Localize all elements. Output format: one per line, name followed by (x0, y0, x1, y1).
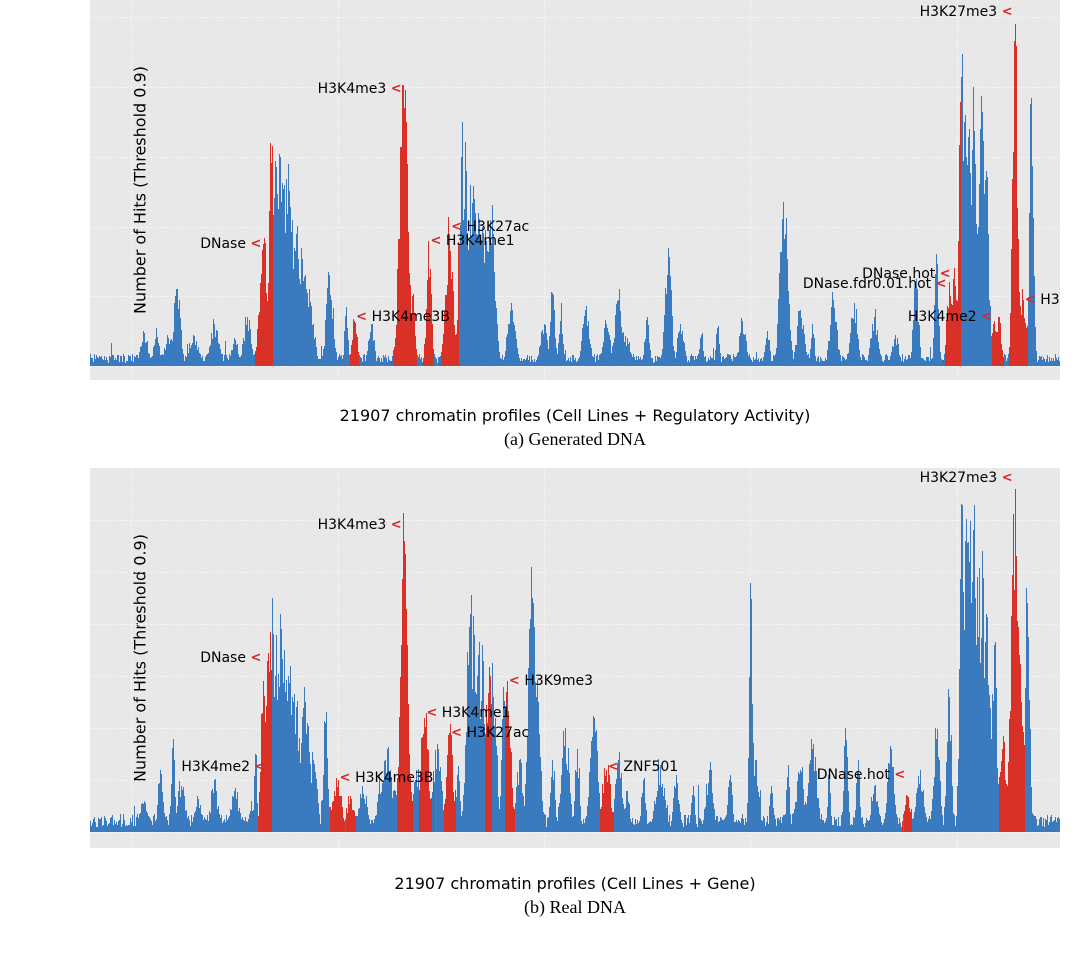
gridline-h (90, 624, 1060, 626)
annotation: < H3K9me3 (509, 673, 593, 689)
xlabel-b: 21907 chromatin profiles (Cell Lines + G… (90, 874, 1060, 893)
annotation-label: H3K4me3B (372, 309, 450, 325)
figure: Number of Hits (Threshold 0.9) 050001000… (0, 0, 1080, 918)
xlabel-a: 21907 chromatin profiles (Cell Lines + R… (90, 406, 1060, 425)
annotation-label: H3K4me3 (318, 81, 387, 97)
gridline-h (90, 366, 1060, 368)
annotation-label: H3K4me2 (908, 309, 977, 325)
caret-icon: < (890, 768, 905, 783)
caret-icon: < (246, 651, 261, 666)
caret-icon: < (997, 471, 1012, 486)
annotation-label: DNase (200, 236, 246, 252)
gridline-h (90, 832, 1060, 834)
gridline-v (544, 468, 546, 848)
annotation-label: DNase.fdr0.01.hot (803, 276, 931, 292)
caret-icon: < (931, 277, 946, 292)
annotation: < H3K4me1 (426, 705, 510, 721)
annotation: < H3K4me1 (430, 233, 514, 249)
annotation: < ZNF501 (608, 759, 678, 775)
bar (1059, 819, 1060, 833)
caret-icon: < (246, 237, 261, 252)
gridline-v (131, 468, 133, 848)
gridline-v (544, 0, 546, 380)
annotation: DNase.hot < (817, 767, 906, 783)
gridline-h (90, 17, 1060, 19)
gridline-h (90, 520, 1060, 522)
gridline-h (90, 728, 1060, 730)
annotation: H3K4me3 < (318, 81, 402, 97)
gridline-h (90, 87, 1060, 89)
annotation: H3K27me3 < (920, 4, 1013, 20)
panel-b: Number of Hits (Threshold 0.9) 050001000… (0, 468, 1080, 918)
annotation-label: DNase (200, 650, 246, 666)
annotation-label: H3K4me3 (318, 517, 387, 533)
annotation: DNase < (200, 650, 261, 666)
annotation-label: H3K4me3B (355, 770, 433, 786)
annotation: H3K4me2 < (908, 309, 992, 325)
annotation: H3K4me3 < (318, 517, 402, 533)
caret-icon: < (451, 726, 466, 741)
panel-a: Number of Hits (Threshold 0.9) 050001000… (0, 0, 1080, 450)
caret-icon: < (997, 5, 1012, 20)
ylabel-a: Number of Hits (Threshold 0.9) (130, 66, 149, 314)
annotation: DNase < (200, 236, 261, 252)
caret-icon: < (356, 310, 371, 325)
caret-icon: < (1025, 292, 1040, 307)
annotation-label: H3K4me1 (446, 233, 515, 249)
plot-area-a: Number of Hits (Threshold 0.9) 050001000… (90, 0, 1060, 380)
gridline-v (131, 0, 133, 380)
annotation-label: H3K27me3 (920, 470, 998, 486)
gridline-v (338, 0, 340, 380)
caret-icon: < (340, 770, 355, 785)
caret-icon: < (608, 760, 623, 775)
caret-icon: < (250, 760, 265, 775)
annotation-label: H3K4me2 (181, 759, 250, 775)
caret-icon: < (977, 310, 992, 325)
caption-b: (b) Real DNA (90, 897, 1060, 918)
annotation-label: H3K27me3 (920, 4, 998, 20)
caption-a: (a) Generated DNA (90, 429, 1060, 450)
gridline-v (750, 0, 752, 380)
annotation-label: H3K4me1 (442, 705, 511, 721)
annotation: DNase.fdr0.01.hot < (803, 276, 947, 292)
annotation-label: H3K9me3 (1040, 292, 1060, 308)
caret-icon: < (509, 674, 524, 689)
annotation-label: H3K27ac (467, 725, 530, 741)
caret-icon: < (426, 705, 441, 720)
caret-icon: < (386, 518, 401, 533)
caret-icon: < (430, 233, 445, 248)
gridline-h (90, 227, 1060, 229)
gridline-h (90, 572, 1060, 574)
annotation: < H3K9me3 (1025, 292, 1060, 308)
plot-area-b: Number of Hits (Threshold 0.9) 050001000… (90, 468, 1060, 848)
annotation: H3K27me3 < (920, 470, 1013, 486)
annotation-label: ZNF501 (623, 759, 678, 775)
annotation-label: H3K9me3 (524, 673, 593, 689)
caret-icon: < (386, 81, 401, 96)
annotation: H3K4me2 < (181, 759, 265, 775)
annotation: < H3K4me3B (340, 770, 434, 786)
gridline-h (90, 157, 1060, 159)
annotation: < H3K4me3B (356, 309, 450, 325)
bar (1059, 361, 1060, 366)
annotation: < H3K27ac (451, 725, 529, 741)
annotation-label: DNase.hot (817, 767, 890, 783)
